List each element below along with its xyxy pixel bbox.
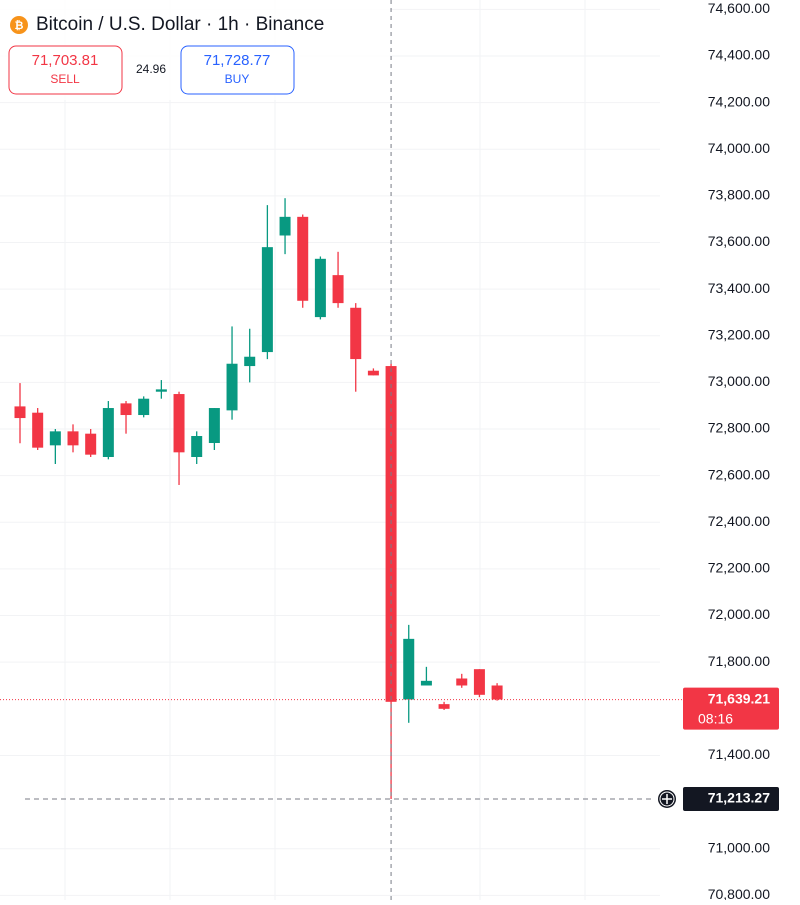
- symbol-title: Bitcoin / U.S. Dollar · 1h · Binance: [36, 14, 324, 35]
- buy-label: BUY: [225, 72, 250, 86]
- price-axis-label: 74,400.00: [708, 47, 770, 63]
- candle-body: [208, 408, 220, 444]
- candle-body: [49, 431, 61, 446]
- candle-body: [67, 431, 79, 446]
- candle-body: [385, 366, 397, 702]
- add-alert-plus: [662, 793, 672, 804]
- price-axis-label: 73,800.00: [708, 187, 770, 203]
- spread: 24.96: [136, 62, 166, 76]
- candle-body: [420, 680, 432, 686]
- price-axis-label: 74,000.00: [708, 140, 770, 156]
- buy-button[interactable]: [180, 45, 295, 95]
- candle-body: [314, 258, 326, 318]
- price-axis-label: 71,400.00: [708, 746, 770, 762]
- crosshair-badge: [683, 786, 779, 811]
- candle-body: [261, 247, 273, 353]
- grid: [64, 0, 586, 900]
- price-axis-label: 71,000.00: [708, 839, 770, 855]
- candle-body: [32, 412, 44, 448]
- last-price-badge: [683, 687, 779, 730]
- buy-price: 71,728.77: [204, 52, 271, 69]
- countdown: 08:16: [698, 710, 733, 726]
- candle-body: [120, 403, 132, 416]
- candle-body: [491, 685, 503, 700]
- price-axis-label: 73,400.00: [708, 280, 770, 296]
- candle-body: [102, 408, 114, 457]
- sell-label: SELL: [50, 72, 80, 86]
- price-axis-label: 73,600.00: [708, 233, 770, 249]
- add-alert-ring: [659, 791, 675, 807]
- candle-body: [297, 216, 309, 301]
- price-axis-label: 73,200.00: [708, 326, 770, 342]
- candle-body: [456, 678, 468, 686]
- candle-body: [244, 356, 256, 367]
- price-axis-label: 72,600.00: [708, 466, 770, 482]
- candle-body: [155, 389, 167, 392]
- price-axis-label: 74,600.00: [708, 0, 770, 16]
- candle-body: [191, 436, 203, 457]
- btc-icon-glyph: ₿: [15, 20, 24, 32]
- candle-body: [332, 275, 344, 304]
- candle-body: [438, 704, 450, 709]
- candle-body: [138, 398, 150, 416]
- candle-body: [173, 394, 185, 453]
- candle-body: [14, 406, 26, 419]
- price-axis-label: 72,400.00: [708, 513, 770, 529]
- plot: [0, 0, 683, 900]
- price-axis-label: 72,000.00: [708, 606, 770, 622]
- sell-price: 71,703.81: [32, 52, 99, 69]
- price-axis-label: 70,800.00: [708, 886, 770, 900]
- price-axis-label: 73,000.00: [708, 373, 770, 389]
- price-axis-label: 72,800.00: [708, 420, 770, 436]
- candle-body: [350, 307, 362, 360]
- price-axis-label: 72,200.00: [708, 560, 770, 576]
- candle-body: [367, 370, 379, 376]
- crosshair-label: 71,213.27: [708, 790, 770, 806]
- candle-body: [279, 216, 291, 236]
- price-axis-label: 74,200.00: [708, 93, 770, 109]
- sell-button[interactable]: [8, 45, 123, 95]
- price-axis-label: 71,800.00: [708, 653, 770, 669]
- candle-body: [473, 669, 485, 695]
- candle-body: [85, 433, 97, 455]
- candle-body: [226, 363, 238, 411]
- candle-body: [403, 638, 415, 700]
- last-price-label: 71,639.21: [708, 690, 770, 706]
- btc-icon: [10, 16, 28, 34]
